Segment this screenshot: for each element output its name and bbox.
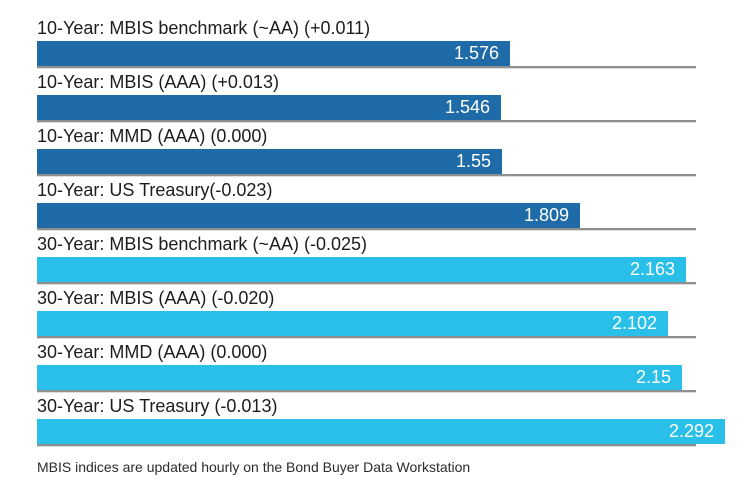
chart-row: 30-Year: US Treasury (-0.013) 2.292: [37, 393, 740, 447]
bond-yield-bar-chart: 10-Year: MBIS benchmark (~AA) (+0.011) 1.…: [37, 15, 740, 475]
bar-label: 10-Year: MBIS (AAA) (+0.013): [37, 72, 279, 92]
bar-10-year: 1.576: [37, 41, 510, 66]
bar-label: 10-Year: US Treasury(-0.023): [37, 180, 273, 200]
bar-30-year: 2.102: [37, 311, 668, 336]
bar-value-label: 1.809: [523, 205, 569, 225]
row-separator-line: [37, 390, 696, 393]
bar-label: 30-Year: US Treasury (-0.013): [37, 396, 278, 416]
bar-10-year: 1.809: [37, 203, 580, 228]
chart-row: 10-Year: MBIS (AAA) (+0.013) 1.546: [37, 69, 740, 123]
chart-row: 10-Year: MMD (AAA) (0.000) 1.55: [37, 123, 740, 177]
chart-row: 30-Year: MBIS benchmark (~AA) (-0.025) 2.…: [37, 231, 740, 285]
chart-row: 30-Year: MBIS (AAA) (-0.020) 2.102: [37, 285, 740, 339]
row-separator-line: [37, 174, 696, 177]
chart-row: 10-Year: US Treasury(-0.023) 1.809: [37, 177, 740, 231]
bar-value-label: 2.15: [635, 367, 671, 387]
row-separator-line: [37, 66, 696, 69]
bar-value-label: 1.546: [444, 97, 490, 117]
bar-value-label: 2.292: [668, 421, 714, 441]
bar-label: 10-Year: MMD (AAA) (0.000): [37, 126, 268, 146]
bar-label: 30-Year: MMD (AAA) (0.000): [37, 342, 268, 362]
chart-rows: 10-Year: MBIS benchmark (~AA) (+0.011) 1.…: [37, 15, 740, 447]
bar-value-label: 2.163: [629, 259, 675, 279]
row-separator-line: [37, 228, 696, 231]
bar-value-label: 1.576: [453, 43, 499, 63]
bar-30-year: 2.163: [37, 257, 686, 282]
bar-label: 10-Year: MBIS benchmark (~AA) (+0.011): [37, 18, 371, 38]
bar-label: 30-Year: MBIS (AAA) (-0.020): [37, 288, 275, 308]
bar-label: 30-Year: MBIS benchmark (~AA) (-0.025): [37, 234, 367, 254]
bar-10-year: 1.546: [37, 95, 501, 120]
chart-row: 30-Year: MMD (AAA) (0.000) 2.15: [37, 339, 740, 393]
bar-30-year: 2.292: [37, 419, 725, 444]
row-separator-line: [37, 282, 696, 285]
row-separator-line: [37, 336, 696, 339]
row-separator-line: [37, 120, 696, 123]
bar-value-label: 2.102: [611, 313, 657, 333]
row-separator-line: [37, 444, 696, 447]
chart-footnote: MBIS indices are updated hourly on the B…: [37, 459, 471, 475]
bar-10-year: 1.55: [37, 149, 502, 174]
bar-value-label: 1.55: [455, 151, 491, 171]
bar-30-year: 2.15: [37, 365, 682, 390]
chart-row: 10-Year: MBIS benchmark (~AA) (+0.011) 1.…: [37, 15, 740, 69]
